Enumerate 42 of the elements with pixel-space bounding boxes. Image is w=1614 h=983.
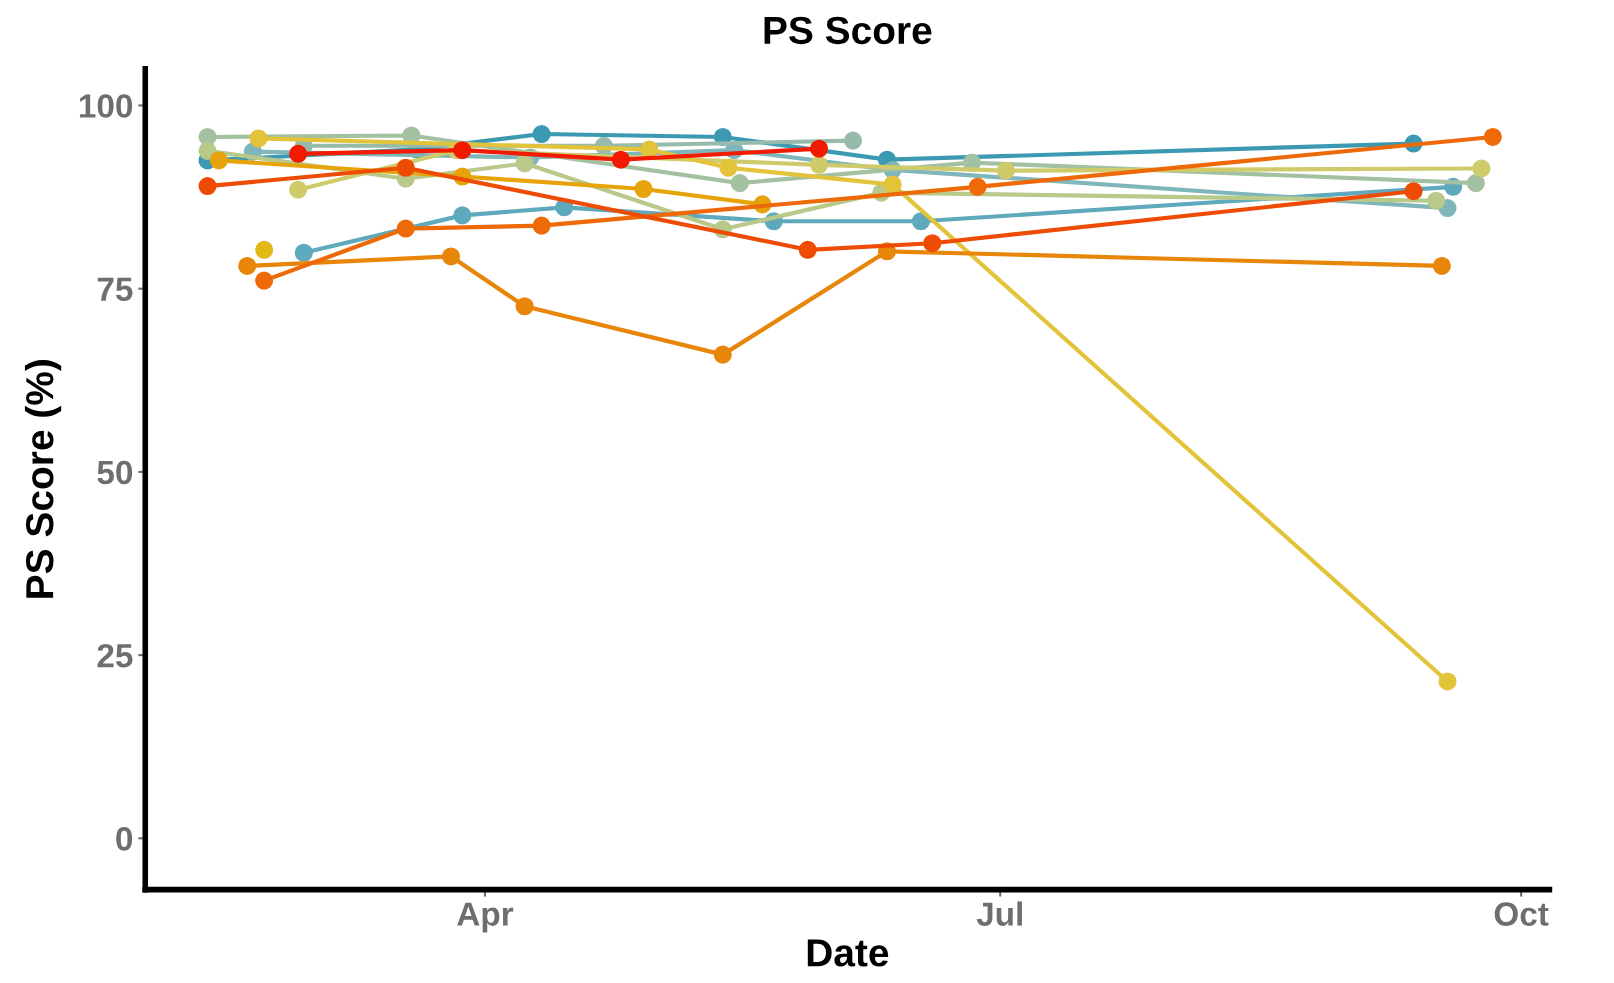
x-axis-title: Date xyxy=(807,939,889,967)
point xyxy=(453,206,472,225)
point xyxy=(923,234,942,253)
point xyxy=(634,179,653,199)
point xyxy=(911,212,930,231)
point xyxy=(843,131,863,150)
point xyxy=(1438,672,1457,691)
point xyxy=(798,240,817,259)
point xyxy=(810,139,829,158)
chart-title: PS Score xyxy=(764,16,932,45)
point xyxy=(532,125,551,144)
point xyxy=(441,247,461,266)
point xyxy=(611,150,630,169)
point xyxy=(713,345,732,364)
x-tick-label: Oct xyxy=(1494,902,1549,926)
point xyxy=(968,177,987,196)
point xyxy=(396,219,415,238)
point xyxy=(1466,174,1485,193)
y-tick-label: 0 xyxy=(116,827,133,851)
x-tick-label: Jul xyxy=(976,901,1022,926)
x-tick-label: Apr xyxy=(457,902,514,933)
point xyxy=(1427,191,1446,210)
point xyxy=(396,158,415,177)
point xyxy=(730,174,749,193)
point xyxy=(1404,182,1423,201)
point xyxy=(883,175,902,194)
y-tick-label: 25 xyxy=(97,643,133,668)
y-tick-label: 100 xyxy=(79,94,133,118)
point xyxy=(996,161,1015,180)
y-axis-title: PS Score (%) xyxy=(24,360,62,598)
y-tick-label: 50 xyxy=(97,460,133,485)
point xyxy=(453,141,472,160)
y-tick-label: 75 xyxy=(97,277,133,302)
point xyxy=(810,155,829,174)
point xyxy=(532,216,551,235)
point xyxy=(719,158,738,177)
point xyxy=(515,154,534,173)
point xyxy=(640,140,659,159)
point xyxy=(1472,159,1491,178)
point xyxy=(1432,256,1451,275)
point xyxy=(1483,127,1502,146)
point xyxy=(515,297,534,316)
